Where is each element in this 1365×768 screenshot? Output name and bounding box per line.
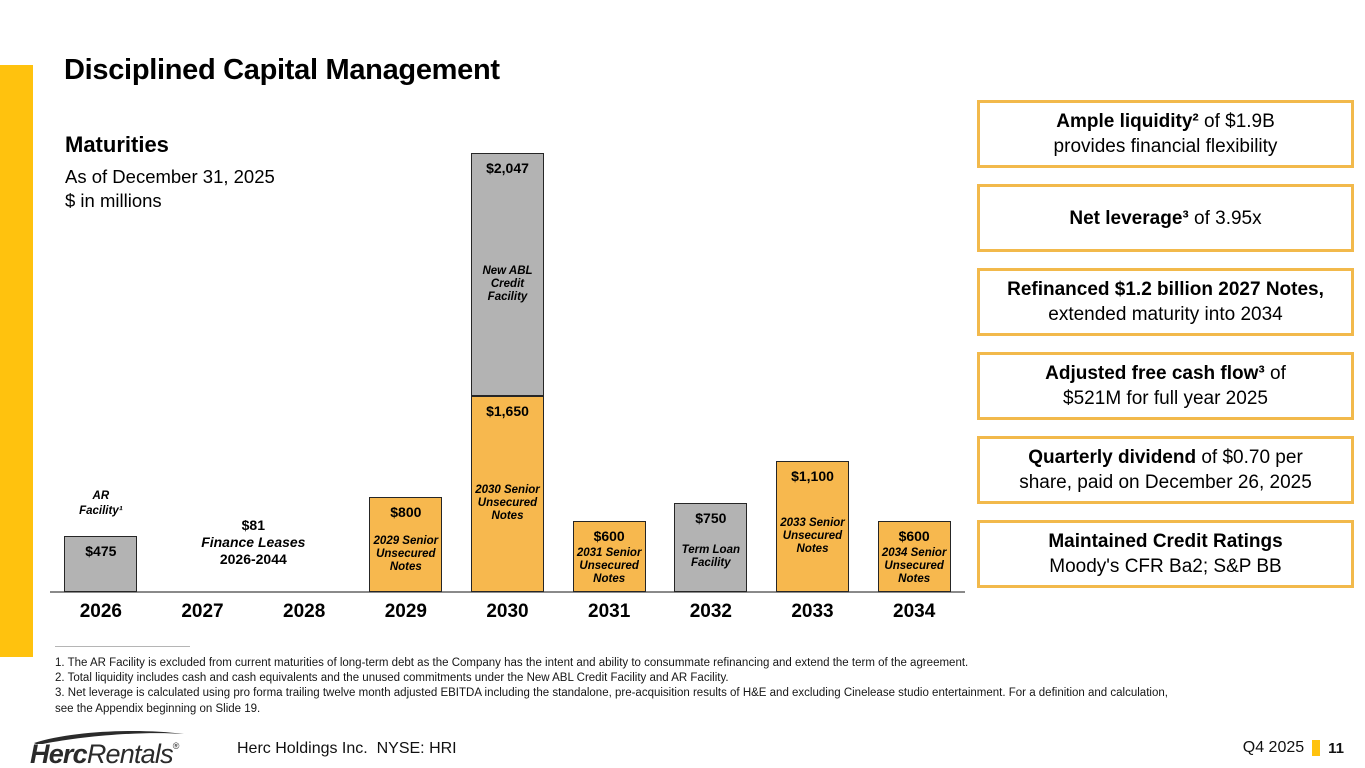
annotation-name: Finance Leases bbox=[201, 534, 306, 550]
bar-sublabel: New ABL Credit Facility bbox=[482, 264, 533, 303]
callout-box: Adjusted free cash flow³ of $521M for ful… bbox=[977, 352, 1354, 420]
bar-sublabel: 2030 Senior Unsecured Notes bbox=[475, 484, 540, 522]
callout-text-run: Net leverage³ bbox=[1069, 207, 1189, 229]
bar-value-label: $1,100 bbox=[791, 468, 834, 484]
registered-mark-icon: ® bbox=[172, 741, 180, 751]
callout-text-run: Moody's CFR Ba2; S&P BB bbox=[1049, 556, 1282, 577]
callout-box: Ample liquidity² of $1.9B provides financ… bbox=[977, 100, 1354, 168]
callout-text-run: Ample liquidity² bbox=[1056, 111, 1199, 132]
callout-text-run: of 3.95x bbox=[1188, 207, 1262, 229]
page-marker-icon bbox=[1312, 740, 1321, 756]
bar-value-label: $750 bbox=[695, 510, 727, 526]
callout-text-run: provides financial flexibility bbox=[1053, 136, 1278, 157]
annotation-value: $81 bbox=[241, 517, 265, 533]
highlights-column: Ample liquidity² of $1.9B provides financ… bbox=[977, 100, 1354, 604]
footer-period: Q4 2025 bbox=[1242, 739, 1305, 756]
axis-category-label: 2026 bbox=[79, 601, 122, 622]
bar-segment: $800 2029 Senior Unsecured Notes bbox=[369, 497, 443, 592]
logo-rentals: Rentals bbox=[86, 739, 174, 768]
callout-text-run: of $1.9B bbox=[1198, 111, 1275, 132]
bar-value-label: $1,650 bbox=[486, 403, 529, 419]
callout-text-run: of bbox=[1264, 363, 1286, 384]
callout-text-run: Maintained Credit Ratings bbox=[1048, 531, 1283, 552]
annotation-range: 2026-2044 bbox=[219, 551, 287, 567]
chart-subtitle-date: As of December 31, 2025 bbox=[65, 166, 275, 187]
footer-company-ticker: Herc Holdings Inc. NYSE: HRI bbox=[237, 740, 457, 757]
bar-sublabel: 2029 Senior Unsecured Notes bbox=[373, 534, 439, 573]
callout-box: Refinanced $1.2 billion 2027 Notes, exten… bbox=[977, 268, 1354, 336]
callout-line: Ample liquidity² of $1.9B bbox=[1056, 109, 1275, 134]
callout-text-run: Refinanced $1.2 billion 2027 Notes, bbox=[1007, 279, 1324, 300]
page-title: Disciplined Capital Management bbox=[64, 54, 500, 86]
bar-sublabel: 2033 Senior Unsecured Notes bbox=[780, 516, 845, 555]
chart-title: Maturities bbox=[65, 132, 169, 157]
callout-box: Net leverage³ of 3.95x bbox=[977, 184, 1354, 252]
footnote-line: 3. Net leverage is calculated using pro … bbox=[55, 687, 1168, 700]
axis-category-label: 2027 bbox=[181, 601, 224, 622]
bar-segment: $475 bbox=[64, 536, 138, 592]
callout-text-run: extended maturity into 2034 bbox=[1048, 304, 1283, 325]
footnote-line: 1. The AR Facility is excluded from curr… bbox=[55, 657, 969, 669]
bar-segment: $1,650 2030 Senior Unsecured Notes bbox=[471, 396, 544, 592]
x-axis-line bbox=[50, 591, 965, 593]
callout-text-run: Quarterly dividend bbox=[1028, 447, 1197, 468]
bar-segment: $2,047 New ABL Credit Facility bbox=[471, 153, 544, 396]
bar-above-label: AR Facility¹ bbox=[79, 490, 123, 517]
callout-text-run: Adjusted free cash flow³ bbox=[1045, 363, 1265, 384]
callout-line: Moody's CFR Ba2; S&P BB bbox=[1049, 554, 1281, 579]
chart-subtitle-units: $ in millions bbox=[65, 190, 162, 211]
herc-rentals-logo: HercRentals® bbox=[30, 731, 184, 768]
bar-value-label: $800 bbox=[390, 504, 422, 520]
bar-segment: $600 2034 Senior Unsecured Notes bbox=[877, 521, 951, 592]
bar-segment: $750 Term Loan Facility bbox=[674, 503, 748, 592]
left-accent-bar bbox=[0, 65, 33, 657]
bar-value-label: $475 bbox=[85, 543, 117, 559]
callout-line: provides financial flexibility bbox=[1054, 134, 1278, 159]
axis-category-label: 2031 bbox=[588, 601, 631, 622]
footnote-divider bbox=[55, 646, 190, 647]
callout-text-run: of $0.70 per bbox=[1196, 447, 1303, 468]
bar-sublabel: 2034 Senior Unsecured Notes bbox=[881, 546, 947, 585]
page-number: 11 bbox=[1328, 739, 1344, 757]
chart-header: Maturities As of December 31, 2025 $ in … bbox=[65, 132, 275, 213]
finance-leases-annotation: $81 Finance Leases 2026-2044 bbox=[143, 517, 363, 568]
callout-line: Net leverage³ of 3.95x bbox=[1069, 206, 1261, 231]
axis-category-label: 2032 bbox=[689, 601, 732, 622]
logo-herc: Herc bbox=[30, 739, 88, 768]
callout-line: Maintained Credit Ratings bbox=[1048, 529, 1282, 554]
bar-sublabel: Term Loan Facility bbox=[681, 544, 740, 569]
axis-category-label: 2029 bbox=[384, 601, 427, 622]
footnote-line: see the Appendix beginning on Slide 19. bbox=[55, 702, 261, 715]
bar-segment: $600 2031 Senior Unsecured Notes bbox=[572, 521, 646, 592]
callout-line: Adjusted free cash flow³ of bbox=[1045, 361, 1286, 386]
callout-text-run: $521M for full year 2025 bbox=[1063, 388, 1268, 409]
callout-line: Refinanced $1.2 billion 2027 Notes, bbox=[1007, 277, 1324, 302]
bar-value-label: $600 bbox=[898, 528, 930, 544]
callout-box: Quarterly dividend of $0.70 per share, pa… bbox=[977, 436, 1354, 504]
callout-line: extended maturity into 2034 bbox=[1048, 302, 1283, 327]
bar-value-label: $2,047 bbox=[486, 160, 529, 176]
bar-value-label: $600 bbox=[593, 528, 625, 544]
axis-category-label: 2030 bbox=[486, 601, 529, 622]
logo-swoosh-icon bbox=[34, 731, 184, 744]
callout-box: Maintained Credit Ratings Moody's CFR Ba2… bbox=[977, 520, 1354, 588]
footer-right: Q4 2025 11 bbox=[1243, 739, 1344, 757]
bar-segment: $1,100 2033 Senior Unsecured Notes bbox=[776, 461, 849, 592]
bar-sublabel: 2031 Senior Unsecured Notes bbox=[576, 546, 642, 585]
axis-category-label: 2033 bbox=[791, 601, 834, 622]
callout-line: $521M for full year 2025 bbox=[1063, 386, 1268, 411]
callout-text-run: share, paid on December 26, 2025 bbox=[1019, 472, 1312, 493]
axis-category-label: 2034 bbox=[893, 601, 936, 622]
footnote-line: 2. Total liquidity includes cash and cas… bbox=[55, 672, 729, 685]
axis-category-label: 2028 bbox=[283, 601, 326, 622]
footnotes: 1. The AR Facility is excluded from curr… bbox=[55, 656, 1305, 717]
callout-line: share, paid on December 26, 2025 bbox=[1019, 470, 1312, 495]
callout-line: Quarterly dividend of $0.70 per bbox=[1028, 445, 1303, 470]
logo-text: HercRentals® bbox=[30, 739, 179, 768]
